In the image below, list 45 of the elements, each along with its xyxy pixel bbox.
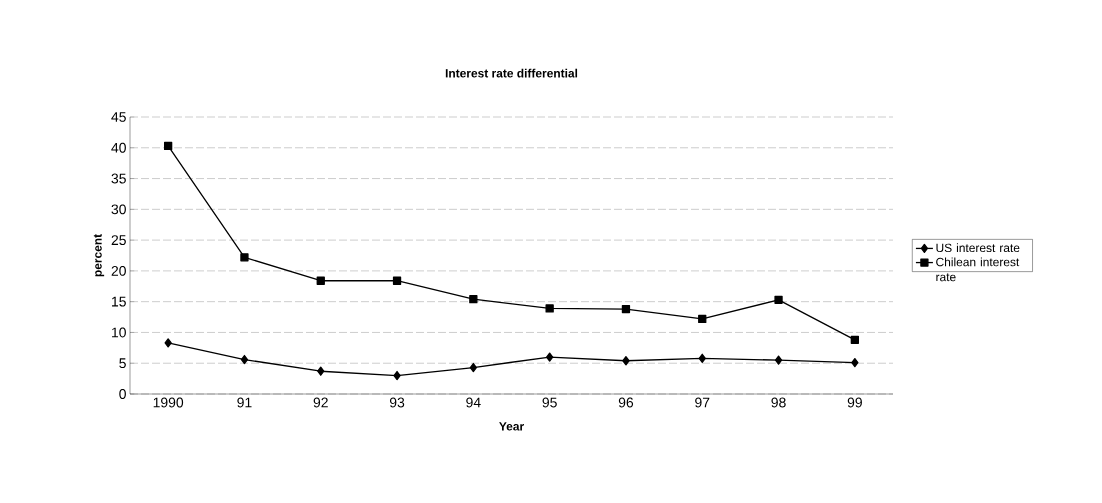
x-tick-label: 98: [771, 397, 786, 408]
point: [164, 338, 172, 348]
y-tick-label: 20: [111, 265, 126, 276]
point: [392, 276, 402, 285]
point: [698, 353, 706, 363]
y-tick-label: 35: [111, 173, 126, 184]
point: [545, 304, 554, 313]
y-tick-label: 10: [112, 327, 126, 338]
y-tick-label: 40: [111, 142, 126, 153]
point: [698, 314, 707, 324]
point: [393, 370, 401, 381]
point: [164, 141, 173, 151]
y-axis-title: percent: [93, 234, 105, 277]
legend-label: US interest rate: [936, 243, 1020, 253]
point: [774, 355, 783, 365]
x-tick-label: 96: [618, 397, 634, 408]
point: [317, 366, 325, 376]
point: [240, 253, 249, 262]
y-tick-label: 15: [112, 296, 126, 307]
point: [469, 362, 477, 373]
x-tick-label: 97: [695, 397, 710, 408]
y-tick-label: 30: [111, 204, 126, 215]
x-axis-title: Year: [499, 422, 524, 431]
point: [851, 357, 859, 368]
point: [469, 295, 478, 304]
point: [546, 352, 554, 362]
x-tick-label: 92: [313, 397, 328, 408]
chart-title: Interest rate differential: [445, 68, 578, 78]
x-tick-label: 95: [542, 397, 557, 408]
x-tick-label: 93: [389, 397, 405, 408]
point: [240, 354, 249, 365]
x-tick-label: 91: [237, 397, 252, 408]
point: [774, 295, 783, 304]
y-tick-label: 25: [111, 235, 126, 246]
y-tick-label: 5: [119, 358, 126, 369]
legend-label: Chilean interest rate: [936, 257, 1020, 282]
point: [850, 335, 859, 344]
point: [621, 304, 631, 314]
y-tick-label: 45: [111, 112, 126, 122]
y-tick-label: 0: [119, 389, 126, 399]
x-tick-label: 1990: [153, 397, 184, 408]
x-tick-label: 94: [466, 397, 481, 408]
point: [316, 276, 325, 285]
x-tick-label: 99: [847, 397, 862, 408]
point: [622, 356, 630, 366]
